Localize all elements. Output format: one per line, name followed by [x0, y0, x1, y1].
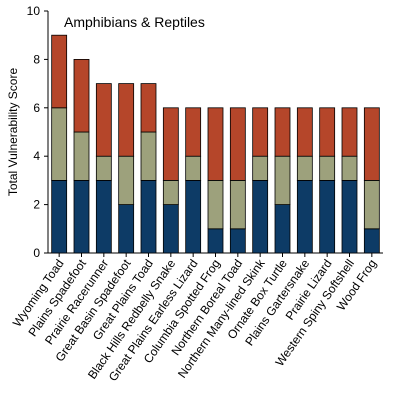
- bar-segment-1-5: [140, 179, 157, 254]
- y-tick-label: 6: [33, 101, 40, 115]
- bar-segment-1-8: [207, 228, 224, 254]
- bar-segment-1-1: [51, 179, 68, 254]
- bar-segment-2-7: [185, 155, 202, 181]
- bar-segment-2-2: [73, 131, 90, 181]
- bar-segment-3-9: [229, 107, 246, 181]
- bar-segment-3-5: [140, 83, 157, 133]
- bar-segment-3-4: [118, 83, 135, 157]
- bar-segment-2-3: [95, 155, 112, 181]
- bar-segment-2-9: [229, 179, 246, 230]
- y-tick-label: 0: [33, 246, 40, 260]
- bar-segment-2-12: [296, 155, 313, 181]
- bar-segment-1-12: [296, 179, 313, 254]
- bar-segment-1-7: [185, 179, 202, 254]
- bar-segment-1-3: [95, 179, 112, 254]
- chart-title: Amphibians & Reptiles: [64, 14, 205, 30]
- bar-segment-3-8: [207, 107, 224, 181]
- bar-segment-3-7: [185, 107, 202, 157]
- bar-segment-2-1: [51, 107, 68, 181]
- bar-segment-3-10: [252, 107, 269, 157]
- bar-segment-1-9: [229, 228, 246, 254]
- bar-segment-2-13: [319, 155, 336, 181]
- bar-segment-3-1: [51, 34, 68, 109]
- bar-segment-3-14: [341, 107, 358, 157]
- bar-segment-2-15: [363, 179, 380, 230]
- plot-area: 0 2 4 6 8 10 Total Vulnerability Score Amphibia…: [6, 4, 383, 384]
- bar-segment-1-2: [73, 179, 90, 254]
- bar-segment-2-5: [140, 131, 157, 181]
- y-axis-title: Total Vulnerability Score: [6, 68, 20, 197]
- y-tick-label: 8: [33, 52, 40, 66]
- y-tick-label: 10: [27, 4, 41, 18]
- bar-segment-3-12: [296, 107, 313, 157]
- bar-segment-2-6: [162, 179, 179, 205]
- bar-segment-3-13: [319, 107, 336, 157]
- bar-segment-3-3: [95, 83, 112, 157]
- bar-segment-2-8: [207, 179, 224, 230]
- bar-segment-2-4: [118, 155, 135, 205]
- bar-segment-1-14: [341, 179, 358, 254]
- y-tick-label: 4: [33, 149, 40, 163]
- bar-segment-2-11: [274, 155, 291, 205]
- bar-segment-3-6: [162, 107, 179, 181]
- bar-segment-1-13: [319, 179, 336, 254]
- bar-segment-2-10: [252, 155, 269, 181]
- bar-segment-3-2: [73, 59, 90, 133]
- bar-segment-2-14: [341, 155, 358, 181]
- y-tick-label: 2: [33, 198, 40, 212]
- bar-segment-3-15: [363, 107, 380, 181]
- bar-segment-1-4: [118, 204, 135, 254]
- bar-segment-1-15: [363, 228, 380, 254]
- bar-segment-1-11: [274, 204, 291, 254]
- bar-segment-1-10: [252, 179, 269, 254]
- bar-segment-1-6: [162, 204, 179, 254]
- bar-segment-3-11: [274, 107, 291, 157]
